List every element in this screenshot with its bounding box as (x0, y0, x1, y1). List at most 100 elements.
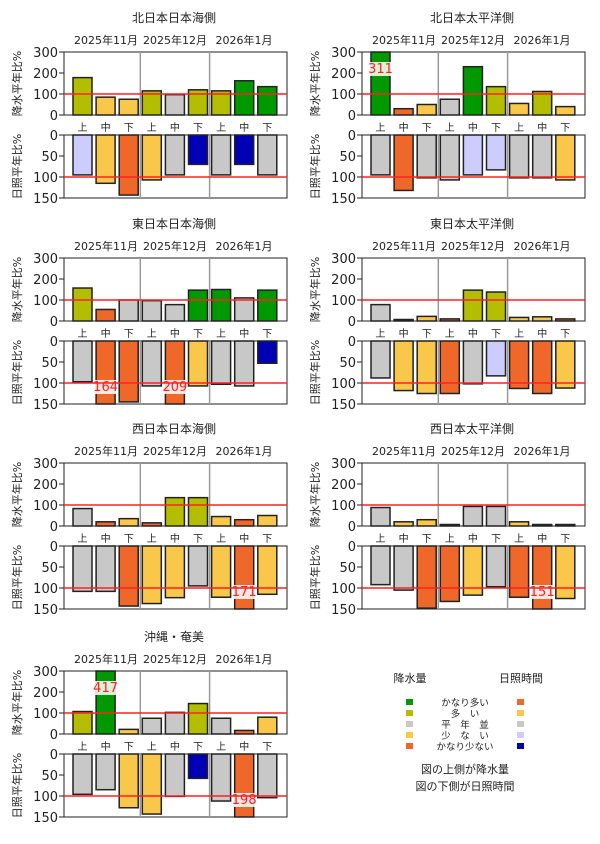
period-label: 上 (78, 122, 88, 134)
precip-bar (257, 85, 278, 116)
sunshine-tick-label: 150 (33, 192, 58, 207)
sunshine-tick-label: 50 (339, 561, 356, 576)
panel-title: 東日本日本海側 (132, 216, 216, 231)
precip-bar (164, 711, 186, 735)
period-label: 上 (514, 122, 524, 134)
sunshine-bar (72, 340, 93, 383)
period-label: 中 (239, 327, 249, 340)
precip-tick-label: 100 (33, 499, 58, 514)
sunshine-bar (257, 134, 278, 176)
precip-tick-label: 0 (348, 315, 356, 330)
month-label: 2025年12月 (143, 652, 207, 666)
period-label: 中 (101, 740, 111, 753)
legend-item-label: かなり多い (441, 697, 489, 709)
precip-bar (370, 506, 391, 527)
sunshine-bar (462, 134, 484, 176)
legend-precip-swatch (406, 710, 413, 716)
overflow-label-bg (368, 62, 393, 76)
precip-bar (210, 717, 232, 735)
precip-axis-label: 降水平年比% (308, 462, 322, 527)
month-label: 2026年1月 (514, 33, 571, 47)
precip-tick-label: 100 (331, 88, 356, 103)
sunshine-bar (370, 545, 391, 586)
precip-bar (393, 107, 414, 116)
legend-sunshine-swatch (517, 699, 524, 705)
precip-bar (233, 518, 255, 527)
period-label: 下 (193, 329, 203, 340)
precip-bar (462, 505, 484, 527)
sunshine-tick-label: 100 (33, 171, 58, 186)
period-label: 下 (124, 329, 134, 340)
precip-bar (233, 729, 255, 735)
period-label: 中 (537, 532, 547, 545)
panel-title: 東日本太平洋側 (430, 216, 514, 231)
sunshine-tick-label: 100 (331, 377, 356, 392)
panel-title: 西日本太平洋側 (430, 421, 514, 436)
sunshine-bar (210, 340, 232, 386)
sunshine-tick-label: 0 (50, 129, 58, 144)
sunshine-bar (210, 545, 232, 598)
precip-bar (555, 523, 576, 527)
legend-precip-swatch (406, 743, 413, 749)
precip-bar (210, 90, 232, 116)
precip-tick-label: 300 (331, 252, 356, 267)
sunshine-bar (439, 545, 461, 603)
sunshine-tick-label: 0 (348, 335, 356, 350)
precip-bar (233, 80, 255, 116)
precip-bar (95, 96, 116, 116)
precip-tick-label: 300 (331, 46, 356, 61)
sunshine-axis-label: 日照平年比% (10, 753, 24, 818)
precip-tick-label: 300 (33, 46, 58, 61)
precip-axis-label: 降水平年比% (308, 51, 322, 116)
sunshine-bar (416, 340, 437, 395)
sunshine-bar (393, 340, 414, 392)
panel-title: 沖縄・奄美 (144, 629, 204, 644)
sunshine-bar (555, 340, 576, 389)
sunshine-bar (72, 545, 93, 593)
period-label: 下 (491, 123, 501, 134)
sunshine-bar (508, 340, 530, 390)
precip-bar (416, 315, 437, 322)
precip-tick-label: 200 (331, 478, 356, 493)
period-label: 上 (216, 533, 226, 545)
sunshine-tick-label: 150 (33, 398, 58, 413)
period-label: 下 (560, 534, 570, 545)
period-label: 中 (101, 532, 111, 545)
precip-bar (555, 105, 576, 116)
precip-tick-label: 100 (33, 294, 58, 309)
sunshine-bar (233, 134, 255, 166)
sunshine-bar (555, 134, 576, 181)
month-label: 2025年12月 (441, 444, 505, 458)
sunshine-bar (141, 545, 163, 605)
precip-bar (141, 522, 163, 527)
sunshine-tick-label: 100 (331, 171, 356, 186)
legend-precip-title: 降水量 (394, 671, 427, 685)
period-label: 上 (376, 533, 386, 545)
sunshine-tick-label: 50 (339, 150, 356, 165)
precip-bar (233, 297, 255, 322)
legend-item-label: かなり少ない (436, 742, 493, 753)
sunshine-bar (485, 545, 507, 588)
precip-tick-label: 300 (331, 457, 356, 472)
precip-tick-label: 0 (50, 109, 58, 124)
precip-bar (416, 103, 437, 116)
precip-bar (164, 93, 186, 116)
sunshine-bar (187, 545, 209, 587)
precip-tick-label: 100 (331, 499, 356, 514)
legend-note-top: 図の上側が降水量 (421, 762, 509, 776)
period-label: 上 (445, 122, 455, 134)
precip-tick-label: 200 (331, 273, 356, 288)
sunshine-bar (141, 340, 163, 387)
period-label: 中 (468, 532, 478, 545)
precip-axis-label: 降水平年比% (10, 462, 24, 527)
precip-bar (485, 505, 507, 527)
overflow-label-bg (93, 681, 119, 695)
sunshine-bar (257, 340, 278, 365)
sunshine-bar (187, 340, 209, 387)
legend-item-label: 平 年 並 (441, 719, 489, 731)
sunshine-axis-label: 日照平年比% (10, 134, 24, 199)
precip-bar (257, 514, 278, 527)
sunshine-bar (370, 134, 391, 176)
